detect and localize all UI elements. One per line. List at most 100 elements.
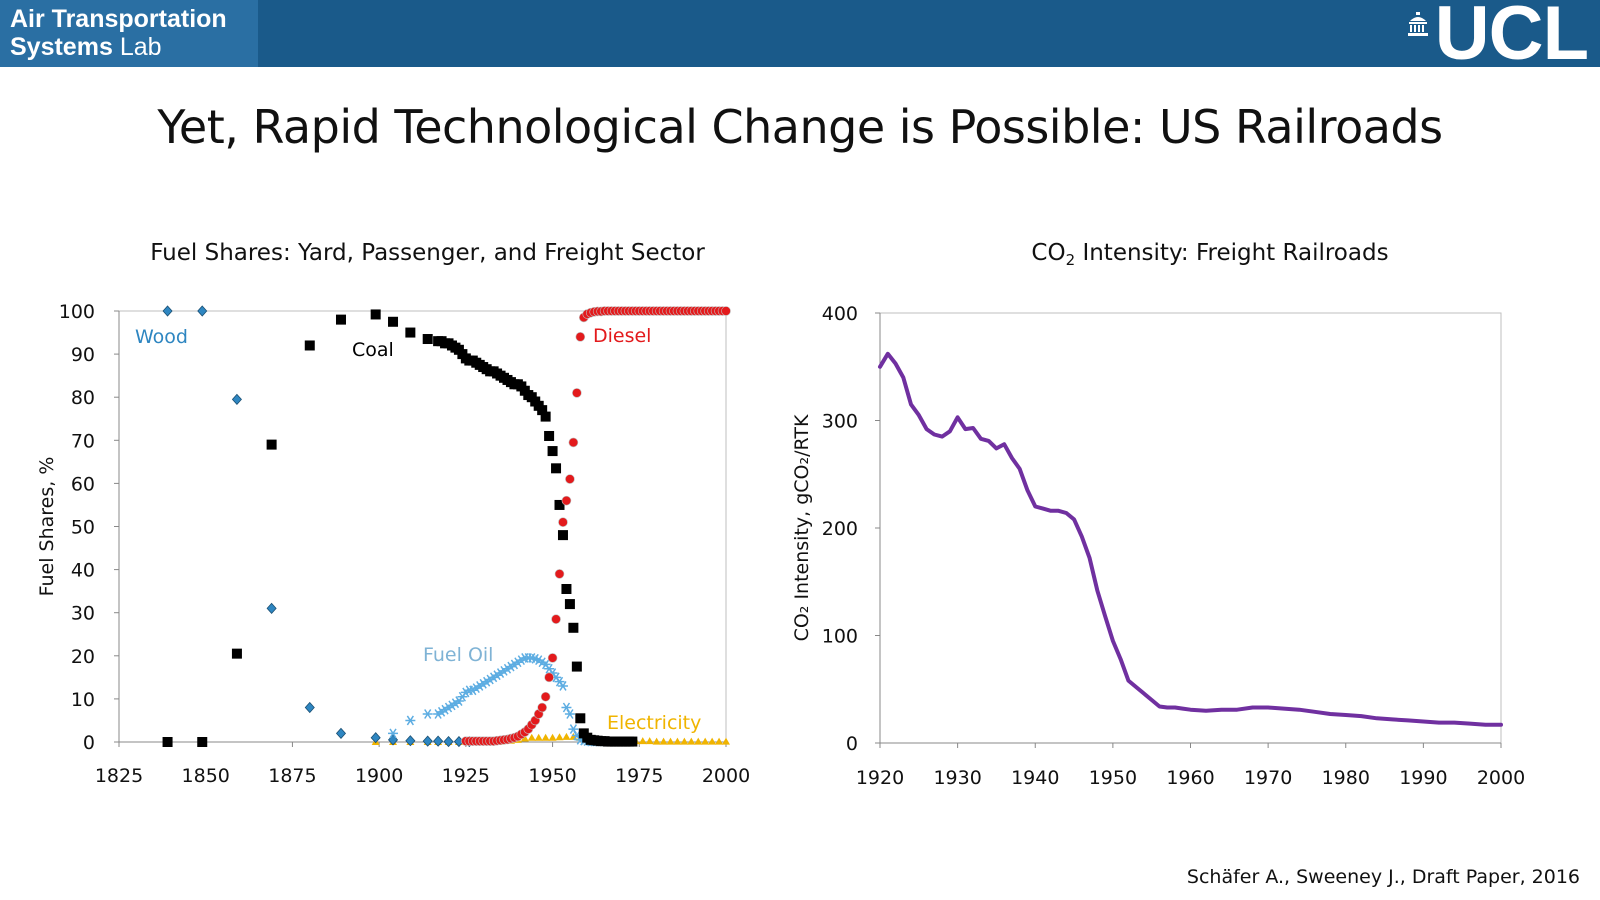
electricity-point (645, 737, 654, 745)
fuel-shares-chart: 0 10 20 30 40 50 60 70 80 90 100 1825 1850 1875 1900 19… (36, 301, 750, 787)
diesel-point (547, 653, 558, 663)
x-tick-label: 1950 (528, 765, 576, 787)
x-tick-label: 2000 (702, 765, 750, 787)
diesel-point (721, 306, 731, 316)
coal-point (557, 530, 568, 541)
diesel-point (565, 474, 575, 484)
electricity-point (694, 737, 703, 745)
fuel-oil-point (499, 665, 510, 676)
chart-title-co: CO (1031, 240, 1066, 266)
coal-point (554, 499, 565, 510)
wood-point (422, 735, 433, 747)
lab-name-light: Lab (119, 33, 162, 61)
fuel-oil-point (433, 709, 444, 719)
electricity-point (527, 733, 536, 741)
fuel-oil-point (533, 655, 544, 666)
electricity-point (722, 737, 730, 745)
x-tick-label: 1925 (442, 765, 490, 787)
y-tick-label: 30 (71, 603, 95, 625)
y-tick-label: 50 (71, 517, 95, 539)
electricity-point (687, 737, 696, 745)
fuel-oil-point (422, 709, 433, 719)
x-tick-label: 1960 (1166, 767, 1214, 789)
fuel-oil-point (481, 676, 492, 687)
y-tick-label: 100 (59, 301, 95, 323)
fuel-oil-point (460, 687, 471, 698)
fuel-oil-point (467, 685, 478, 696)
series-label-coal: Coal (352, 339, 394, 361)
electricity-point (652, 737, 661, 745)
diesel-point (575, 332, 586, 342)
electricity-point (555, 733, 564, 741)
x-tick-label: 1825 (95, 765, 143, 787)
diesel-point (568, 437, 579, 448)
coal-point (575, 713, 586, 724)
electricity-point (708, 737, 717, 745)
lab-logo: Air Transportation Systems Lab (0, 0, 258, 67)
wood-point (405, 735, 416, 747)
x-tick-label: 1950 (1089, 767, 1137, 789)
series-label-electricity: Electricity (607, 712, 701, 734)
y-tick-label: 300 (822, 411, 858, 433)
electricity-point (715, 737, 724, 745)
diesel-point (561, 495, 572, 506)
fuel-oil-point (436, 706, 447, 717)
electricity-point (666, 737, 675, 745)
y-tick-label: 0 (846, 733, 858, 755)
y-tick-label: 70 (71, 430, 95, 452)
fuel-oil-point (502, 663, 513, 674)
wood-point (266, 602, 277, 614)
electricity-point (673, 737, 682, 745)
x-tick-label: 1975 (615, 765, 663, 787)
coal-point (540, 411, 551, 422)
x-tick-label: 2000 (1477, 767, 1525, 789)
coal-point (335, 314, 346, 325)
x-tick-label: 1940 (1011, 767, 1059, 789)
ucl-wordmark: UCL (1434, 2, 1588, 66)
lab-name-line1: Air Transportation (10, 5, 227, 33)
y-tick-label: 80 (71, 387, 95, 409)
y-tick-label: 20 (71, 646, 95, 668)
x-tick-label: 1990 (1399, 767, 1447, 789)
coal-point (544, 430, 555, 441)
wood-point (304, 701, 315, 714)
electricity-point (638, 737, 647, 745)
fuel-oil-point (509, 659, 520, 670)
coal-point (568, 622, 579, 633)
x-tick-label: 1970 (1244, 767, 1292, 789)
fuel-oil-point (446, 700, 457, 711)
electricity-point (659, 737, 668, 745)
plot-frame (879, 312, 1502, 744)
wood-point (433, 735, 444, 747)
fuel-oil-point (450, 698, 461, 709)
y-tick-label: 90 (71, 344, 95, 366)
x-tick-label: 1850 (182, 765, 230, 787)
ucl-logo: UCL (1407, 2, 1588, 66)
y-axis-title: Fuel Shares, % (36, 457, 58, 597)
y-tick-label: 200 (822, 518, 858, 540)
fuel-oil-point (478, 678, 489, 689)
electricity-point (548, 733, 557, 741)
lab-name-bold: Systems (10, 33, 113, 61)
coal-point (388, 316, 399, 327)
fuel-oil-point (495, 668, 506, 678)
diesel-point (544, 672, 554, 683)
fuel-oil-point (512, 657, 523, 668)
series-diesel (461, 306, 731, 746)
diesel-point (551, 614, 561, 624)
chart-title-subscript: 2 (1065, 251, 1076, 269)
x-tick-label: 1930 (933, 767, 981, 789)
chart-title-fuel-shares: Fuel Shares: Yard, Passenger, and Freigh… (150, 240, 705, 266)
series-label-fuel-oil: Fuel Oil (423, 644, 493, 666)
wood-point (197, 305, 208, 317)
fuel-oil-point (537, 657, 548, 668)
y-tick-label: 0 (83, 732, 95, 754)
coal-point (197, 737, 208, 747)
fuel-oil-point (557, 681, 568, 691)
lab-name-line2: Systems Lab (10, 33, 258, 61)
series-coal (162, 309, 638, 747)
chart-title-rest: Intensity: Freight Railroads (1075, 240, 1389, 266)
fuel-oil-point (443, 702, 454, 713)
electricity-point (701, 737, 710, 745)
wood-point (231, 393, 242, 405)
